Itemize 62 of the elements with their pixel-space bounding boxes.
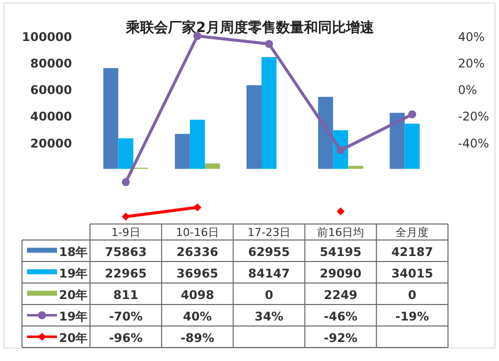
x-tick-label: 前16日均 bbox=[317, 226, 364, 239]
data-label: 62955 bbox=[248, 244, 290, 259]
y2-tick-label: -20% bbox=[458, 110, 490, 124]
y2-tick-label: -40% bbox=[458, 136, 490, 150]
legend-label: 20年 bbox=[59, 330, 88, 345]
y2-tick-label: 0% bbox=[458, 83, 478, 98]
legend-label: 19年 bbox=[59, 309, 88, 324]
data-label: -19% bbox=[395, 309, 430, 324]
bar bbox=[204, 163, 220, 169]
y-tick-label: 80000 bbox=[30, 56, 72, 71]
point bbox=[265, 40, 273, 48]
y2-tick-label: 40% bbox=[458, 30, 485, 44]
point bbox=[193, 203, 202, 212]
point bbox=[336, 207, 345, 216]
data-label: 29090 bbox=[320, 266, 362, 280]
data-label: 54195 bbox=[320, 244, 362, 259]
x-tick-label: 10-16日 bbox=[176, 226, 219, 239]
legend-label: 18年 bbox=[59, 244, 88, 259]
y2-tick-label: 20% bbox=[458, 56, 485, 71]
data-label: 40% bbox=[183, 309, 212, 324]
bar bbox=[390, 112, 405, 169]
data-label: -70% bbox=[108, 309, 143, 324]
bar bbox=[348, 166, 364, 169]
point bbox=[122, 178, 130, 186]
legend-label: 19年 bbox=[59, 266, 88, 280]
data-label: 34015 bbox=[391, 266, 434, 280]
data-label: -92% bbox=[324, 330, 358, 345]
bar bbox=[103, 68, 118, 169]
x-tick-label: 1-9日 bbox=[111, 226, 140, 239]
data-label: 34% bbox=[254, 309, 284, 324]
x-tick-label: 17-23日 bbox=[248, 226, 290, 239]
data-label: 22965 bbox=[104, 266, 147, 280]
data-label: 26336 bbox=[176, 244, 218, 259]
data-label: -96% bbox=[108, 330, 143, 345]
data-label: 36965 bbox=[176, 266, 218, 280]
data-label: 811 bbox=[113, 288, 138, 302]
y-tick-label: 100000 bbox=[22, 30, 72, 44]
data-label: 75863 bbox=[104, 244, 147, 259]
bar bbox=[190, 120, 205, 169]
data-label: 0 bbox=[408, 288, 416, 302]
point bbox=[122, 212, 130, 221]
point bbox=[408, 110, 416, 118]
data-label: 4098 bbox=[180, 288, 214, 302]
bar bbox=[318, 96, 334, 169]
bar bbox=[262, 57, 276, 169]
data-label: 0 bbox=[264, 288, 274, 302]
bar bbox=[174, 134, 190, 169]
y-tick-label: 60000 bbox=[30, 83, 72, 98]
bar bbox=[246, 85, 262, 169]
data-label: 84147 bbox=[248, 266, 290, 280]
legend-label: 20年 bbox=[59, 288, 88, 302]
data-label: -89% bbox=[180, 330, 214, 345]
bar bbox=[118, 138, 134, 169]
data-label: -46% bbox=[324, 309, 358, 324]
y-tick-label: 40000 bbox=[30, 110, 72, 124]
x-tick-label: 全月度 bbox=[396, 226, 429, 239]
chart-title: 乘联会厂家2月周度零售数量和同比增速 bbox=[125, 19, 375, 36]
data-label: 42187 bbox=[391, 244, 434, 259]
y-tick-label: 20000 bbox=[30, 136, 72, 150]
bar bbox=[404, 124, 420, 169]
data-label: 2249 bbox=[324, 288, 358, 302]
point bbox=[336, 146, 345, 154]
